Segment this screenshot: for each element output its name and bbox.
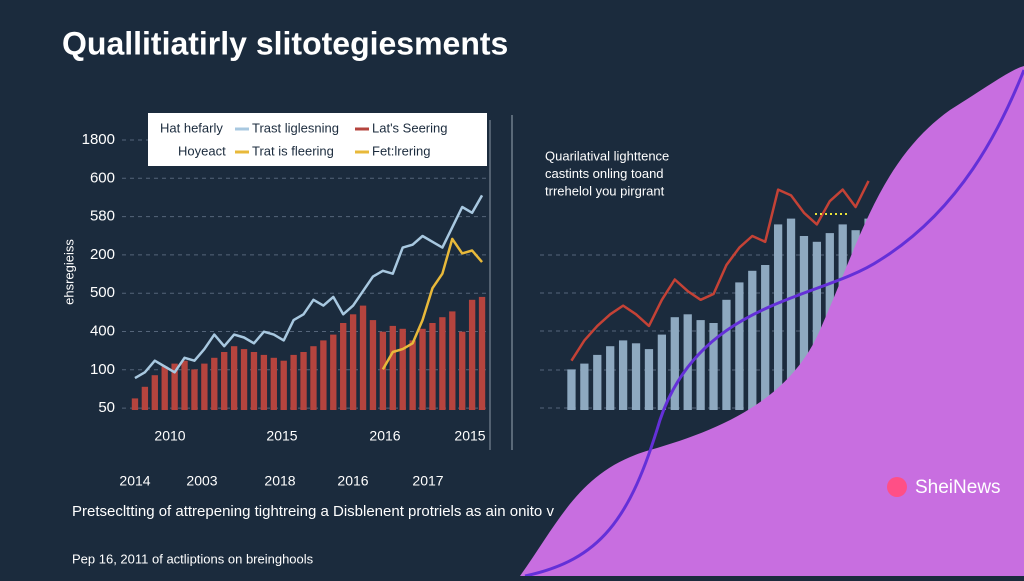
y-label: 500 — [90, 284, 115, 301]
legend-label: Lat's Seering — [372, 120, 447, 135]
x-label: 2016 — [369, 428, 400, 444]
bar — [141, 386, 149, 410]
purple-shape — [520, 66, 1024, 576]
y-label: 100 — [90, 361, 115, 378]
bar — [340, 323, 347, 410]
x-label-2: 2018 — [264, 473, 295, 489]
legend-label: Fet:lrering — [372, 143, 431, 158]
bar — [439, 317, 446, 410]
bar — [349, 314, 357, 410]
bar — [379, 331, 387, 410]
line — [381, 237, 483, 371]
bar — [696, 320, 705, 410]
annotation: trrehelol you pirgrant — [545, 183, 665, 198]
bar — [201, 363, 208, 410]
bar — [670, 317, 679, 410]
bar — [310, 346, 317, 410]
bar — [290, 354, 297, 410]
bar — [722, 299, 731, 410]
legend-label: Trat is fleering — [252, 143, 334, 158]
bar — [260, 354, 268, 410]
y-axis-title: ehsregieiss — [61, 239, 76, 305]
bar — [657, 334, 667, 410]
bar — [812, 241, 822, 410]
bar — [799, 236, 809, 410]
bar — [151, 375, 158, 410]
bar — [240, 349, 248, 410]
bar — [171, 363, 178, 410]
bar — [300, 352, 307, 410]
bar — [735, 282, 744, 410]
y-label: 580 — [90, 208, 115, 225]
legend-label: Hat hefarly — [160, 120, 223, 135]
legend-box — [148, 113, 487, 166]
bar — [593, 354, 602, 410]
bar — [280, 360, 287, 410]
caption: Pretsecltting of attrepening tightreing … — [72, 503, 554, 520]
x-label-2: 2016 — [337, 473, 368, 489]
bar — [270, 357, 277, 410]
bar — [631, 343, 641, 410]
line — [570, 180, 870, 362]
bar — [459, 331, 466, 410]
bar — [161, 366, 168, 410]
bar — [580, 363, 589, 410]
bar — [761, 265, 770, 410]
footer: Pep 16, 2011 of actliptions on breinghoo… — [72, 551, 314, 566]
bar — [389, 325, 396, 410]
bar — [221, 352, 228, 410]
bar — [468, 299, 476, 410]
bar — [359, 305, 367, 410]
bar — [131, 398, 139, 410]
x-label-2: 2014 — [119, 473, 150, 489]
bar — [644, 349, 654, 410]
bar — [211, 357, 218, 410]
bar — [181, 360, 188, 410]
bar — [409, 340, 416, 410]
x-label-2: 2003 — [186, 473, 217, 489]
x-label-2: 2017 — [412, 473, 443, 489]
bar — [618, 340, 628, 410]
y-label: 200 — [90, 246, 115, 263]
bar — [330, 334, 337, 410]
bar — [567, 369, 576, 410]
bar — [449, 311, 456, 410]
annotation: castints onling toand — [545, 166, 664, 181]
bar — [773, 224, 783, 410]
bar — [369, 320, 377, 410]
bar — [419, 328, 426, 410]
bar — [478, 296, 486, 410]
bar — [399, 328, 406, 410]
legend-label: Trast liglesning — [252, 120, 339, 135]
bar — [606, 346, 615, 410]
bar — [429, 323, 436, 410]
brand: SheiNews — [915, 477, 1001, 498]
bar — [786, 218, 796, 410]
bar — [320, 340, 327, 410]
bar — [250, 352, 258, 410]
y-label: 50 — [98, 399, 115, 416]
brand-icon — [887, 477, 907, 497]
bar — [191, 369, 198, 410]
line — [134, 194, 484, 380]
x-label: 2015 — [454, 428, 485, 444]
y-label: 400 — [90, 322, 115, 339]
bar — [709, 323, 718, 410]
bar — [683, 314, 692, 410]
bar — [230, 346, 238, 410]
legend-label: Hoyeact — [178, 143, 226, 158]
x-label: 2015 — [266, 428, 297, 444]
bar — [748, 270, 757, 410]
x-label: 2010 — [154, 428, 185, 444]
title: Quallitiatirly slitotegiesments — [62, 25, 508, 61]
annotation: Quarilatival lighttence — [545, 148, 669, 163]
y-label: 1800 — [82, 131, 115, 148]
y-label: 600 — [90, 169, 115, 186]
purple-curve — [524, 69, 1024, 578]
